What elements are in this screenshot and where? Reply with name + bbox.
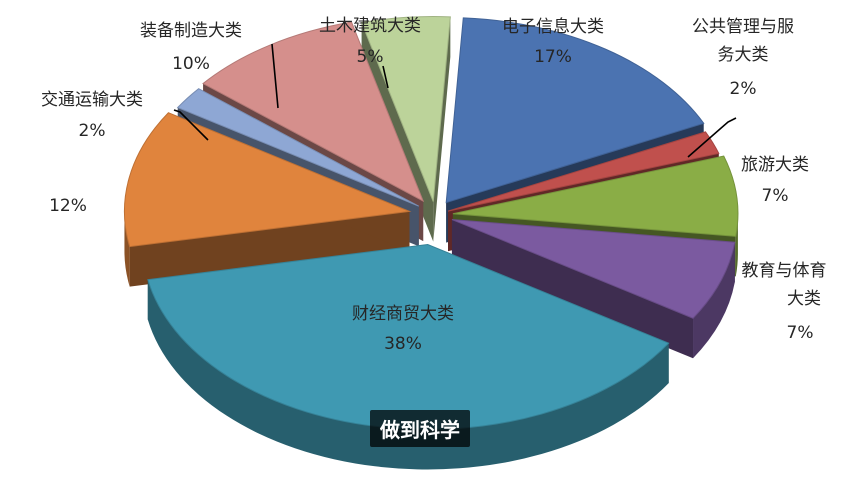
slice-category-label: 大类: [787, 289, 821, 309]
slice-percent-label: 12%: [49, 196, 87, 216]
slice-percent-label: 17%: [534, 47, 572, 67]
pie-slice: [123, 112, 412, 248]
slice-category-label: 电子信息大类: [502, 17, 604, 37]
slice-percent-label: 2%: [730, 79, 757, 99]
slice-category-label: 务大类: [718, 45, 769, 65]
slice-wall: [129, 211, 410, 287]
pie-slice: [445, 17, 705, 204]
slice-percent-label: 7%: [787, 323, 814, 343]
slice-percent-label: 5%: [357, 47, 384, 67]
leader-line: [687, 117, 737, 158]
slice-category-label: 财经商贸大类: [352, 304, 454, 324]
slice-wall: [451, 219, 694, 359]
slice-category-label: 土木建筑大类: [319, 16, 421, 36]
slice-category-label: 交通运输大类: [41, 90, 143, 110]
pie-tops: [123, 16, 739, 430]
slice-side: [147, 279, 669, 470]
slice-category-label: 公共管理与服: [692, 17, 794, 37]
leader-line: [382, 65, 389, 89]
slice-side: [693, 242, 735, 359]
slice-percent-label: 7%: [762, 186, 789, 206]
pie-slice: [452, 155, 739, 237]
slice-percent-label: 38%: [384, 334, 422, 354]
slice-percent-label: 2%: [79, 121, 106, 141]
leader-lines: [173, 43, 737, 158]
slice-category-label: 教育与体育: [742, 261, 827, 281]
pie-slice: [451, 219, 736, 319]
pie-slice: [202, 21, 425, 203]
slice-percent-label: 10%: [172, 54, 210, 74]
pie-slice: [176, 88, 420, 207]
pie-slice: [360, 16, 451, 202]
subtitle-caption: 做到科学: [370, 410, 470, 447]
leader-line: [271, 43, 279, 109]
slice-wall: [433, 16, 451, 242]
leader-line: [173, 109, 209, 141]
pie-slice: [447, 131, 720, 212]
slice-category-label: 装备制造大类: [140, 21, 242, 41]
slice-category-label: 旅游大类: [741, 155, 809, 175]
